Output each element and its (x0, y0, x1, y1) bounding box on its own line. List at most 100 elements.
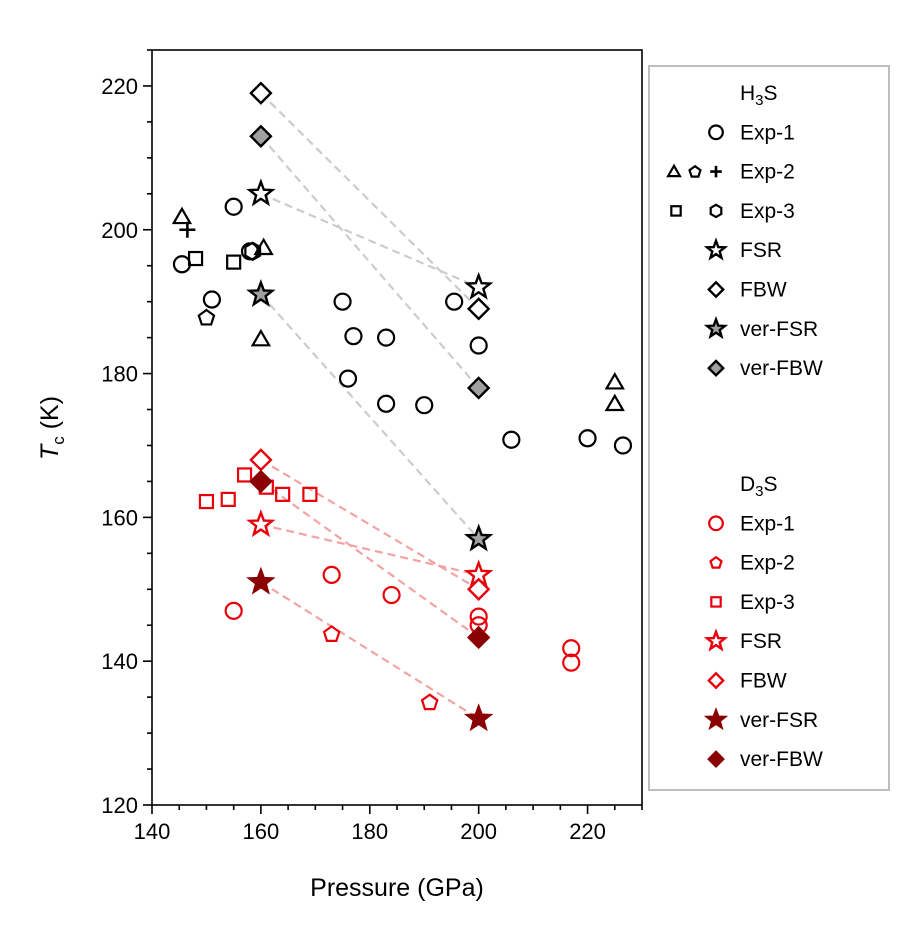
y-tick-label-160: 160 (101, 505, 138, 530)
h3s-ver-fsr-point-0 (246, 279, 276, 307)
h3s-fsr-point-1 (463, 271, 494, 300)
h3s-exp-1-point-5 (344, 327, 363, 346)
legend-marker-h3s-fsr-star (703, 237, 729, 261)
h3s-exp-2-triangle-point-2 (250, 328, 272, 347)
legend: H3S Exp-1 Exp-2 Exp-3 FSR FBW ver-FSR ver-FBW D3… (666, 82, 823, 771)
legend-marker-h3s-exp-2-triangle (666, 163, 682, 178)
y-axis-title-main: T (36, 443, 64, 460)
legend-label-h3s-exp-3: Exp-3 (740, 200, 795, 223)
legend-label-h3s-fbw: FBW (740, 279, 787, 302)
data-points (171, 81, 633, 732)
x-tick-label-220: 220 (569, 819, 606, 844)
h3s-fbw-point-1 (466, 297, 491, 321)
legend-marker-d3s-ver-fsr-star-dark (703, 706, 729, 731)
legend-title-h3s: H3S (740, 82, 778, 109)
y-tick-label-200: 200 (101, 218, 138, 243)
legend-marker-h3s-exp-2-pentagon (688, 164, 702, 178)
h3s-exp-1-point-12 (502, 430, 521, 449)
x-tick-label-180: 180 (351, 819, 388, 844)
y-tick-label-220: 220 (101, 74, 138, 99)
legend-marker-h3s-exp-1-circle (708, 124, 724, 141)
d3s-exp-1-point-1 (322, 565, 341, 585)
legend-marker-d3s-ver-fbw-diamond-dark (707, 750, 725, 768)
y-tick-label-140: 140 (101, 649, 138, 674)
d3s-ver-fsr-point-1 (463, 703, 494, 732)
d3s-ver-fsr-point-0 (246, 566, 276, 595)
h3s-exp-3-square-point-1 (226, 254, 242, 270)
h3s-ver-fbw-point-0 (249, 124, 273, 148)
d3s-exp-3-point-4 (275, 486, 291, 502)
legend-marker-h3s-ver-fbw-diamond-gray (707, 359, 725, 377)
connector-line-d3s-7 (260, 581, 480, 720)
h3s-ver-fsr-point-1 (463, 523, 494, 552)
connector-line-h3s-3 (260, 293, 480, 540)
h3s-exp-1-point-4 (333, 292, 352, 311)
x-axis-title: Pressure (GPa) (310, 874, 484, 902)
h3s-exp-2-triangle-point-0 (171, 206, 193, 225)
connector-line-d3s-4 (260, 458, 480, 591)
h3s-exp-1-point-11 (469, 336, 488, 355)
x-tick-label-160: 160 (243, 819, 280, 844)
connector-line-d3s-5 (260, 523, 479, 576)
legend-label-d3s-exp-2: Exp-2 (740, 552, 795, 575)
legend-label-d3s-exp-3: Exp-3 (740, 591, 795, 614)
d3s-exp-3-point-5 (302, 486, 318, 502)
h3s-exp-3-square-point-0 (187, 250, 204, 267)
legend-marker-h3s-exp-2-plus (710, 165, 722, 178)
h3s-exp-1-point-10 (445, 292, 464, 311)
legend-marker-h3s-ver-fsr-star-gray (703, 315, 729, 340)
legend-label-h3s-fsr: FSR (740, 239, 782, 262)
y-tick-label-180: 180 (101, 362, 138, 387)
d3s-fbw-point-1 (466, 577, 491, 601)
d3s-ver-fbw-point-0 (249, 469, 273, 494)
d3s-fsr-point-0 (246, 509, 276, 538)
legend-marker-h3s-fbw-diamond (707, 280, 725, 299)
y-axis-title-sub: c (49, 436, 68, 445)
h3s-exp-1-point-1 (202, 290, 221, 309)
d3s-exp-1-point-6 (562, 653, 581, 672)
h3s-fbw-point-0 (249, 81, 273, 105)
legend-marker-h3s-exp-3-hexagon (709, 203, 723, 219)
h3s-exp-2-plus-point-0 (179, 221, 196, 238)
d3s-exp-3-point-0 (198, 493, 215, 510)
connector-lines (260, 92, 480, 720)
legend-label-d3s-exp-1: Exp-1 (740, 512, 795, 535)
legend-label-d3s-fsr: FSR (740, 630, 782, 653)
h3s-exp-1-point-13 (578, 429, 597, 448)
h3s-exp-1-point-7 (377, 328, 396, 347)
y-axis-title: Tc (K) (36, 396, 68, 460)
legend-label-d3s-ver-fbw: ver-FBW (740, 748, 823, 771)
legend-label-d3s-fbw: FBW (740, 670, 787, 693)
legend-title-d3s: D3S (740, 473, 778, 500)
d3s-exp-1-point-5 (562, 639, 581, 658)
d3s-exp-2-point-1 (420, 693, 439, 711)
d3s-exp-1-point-2 (382, 585, 401, 605)
y-tick-label-120: 120 (101, 793, 138, 818)
legend-label-h3s-ver-fbw: ver-FBW (740, 357, 823, 380)
legend-label-h3s-exp-2: Exp-2 (740, 161, 795, 184)
d3s-ver-fbw-point-1 (466, 625, 491, 650)
legend-marker-h3s-exp-3-square (670, 205, 682, 217)
h3s-fsr-point-0 (246, 178, 276, 207)
h3s-exp-1-point-14 (613, 436, 633, 455)
h3s-exp-2-pentagon-point-0 (197, 308, 216, 326)
legend-label-h3s-exp-1: Exp-1 (740, 121, 795, 144)
d3s-exp-1-point-0 (224, 601, 243, 620)
connector-line-h3s-1 (260, 192, 480, 289)
d3s-exp-3-point-1 (220, 491, 236, 508)
h3s-exp-1-point-9 (415, 396, 434, 415)
legend-marker-d3s-exp-1-circle (708, 515, 724, 532)
d3s-exp-1-point-3 (469, 607, 488, 626)
h3s-exp-2-triangle-point-4 (604, 393, 625, 412)
h3s-exp-3-hexagon-point-0 (244, 241, 262, 262)
h3s-ver-fbw-point-1 (466, 376, 491, 400)
legend-marker-d3s-exp-2-pentagon (709, 555, 723, 569)
legend-marker-d3s-fsr-star (703, 628, 729, 652)
d3s-exp-3-point-2 (236, 467, 253, 483)
d3s-exp-2-point-0 (322, 625, 341, 642)
legend-marker-d3s-fbw-diamond (707, 671, 725, 690)
legend-label-h3s-ver-fsr: ver-FSR (740, 318, 818, 341)
h3s-exp-1-point-2 (224, 197, 243, 216)
